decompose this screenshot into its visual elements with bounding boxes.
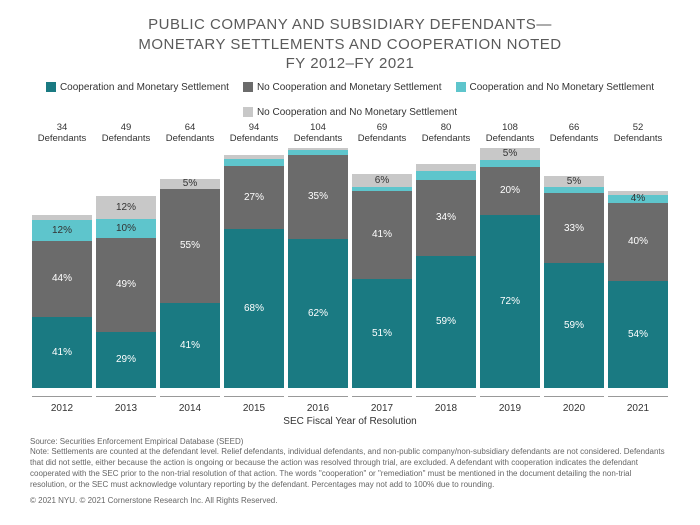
bar-segment: 62%: [288, 239, 348, 388]
bar-segment: 27%: [224, 166, 284, 229]
bar-segment: 51%: [352, 279, 412, 388]
bar-group: 64Defendants 41%55%5% 2014: [160, 121, 220, 414]
copyright: © 2021 NYU. © 2021 Cornerstone Research …: [30, 496, 670, 505]
bar-count-label: 94Defendants: [230, 121, 279, 145]
bar-count-label: 34Defendants: [38, 121, 87, 145]
x-tick-label: 2020: [544, 396, 604, 414]
bar-segment: 10%: [96, 219, 156, 238]
bar-group: 34Defendants 41%44%12% 2012: [32, 121, 92, 414]
bar-segment: 59%: [544, 263, 604, 388]
x-tick-label: 2018: [416, 396, 476, 414]
bar-segment: 12%: [32, 220, 92, 241]
bar-group: 52Defendants 54%40%4% 2021: [608, 121, 668, 414]
bar-segment: 72%: [480, 215, 540, 388]
bar-segment: 49%: [96, 238, 156, 332]
bar-segment: [416, 164, 476, 171]
bar-count-label: 64Defendants: [166, 121, 215, 145]
stacked-bar: 59%34%: [416, 148, 476, 388]
bar-group: 108Defendants 72%20% 5% 2019: [480, 121, 540, 414]
bar-segment: 34%: [416, 180, 476, 256]
bar-segment: 44%: [32, 241, 92, 317]
legend-item: Cooperation and Monetary Settlement: [46, 82, 229, 93]
stacked-bar: 72%20% 5%: [480, 148, 540, 388]
x-tick-label: 2014: [160, 396, 220, 414]
bar-group: 49Defendants 29%49%10%12% 2013: [96, 121, 156, 414]
source-note: Source: Securities Enforcement Empirical…: [30, 437, 670, 491]
bar-segment: 33%: [544, 193, 604, 263]
legend-item: No Cooperation and No Monetary Settlemen…: [243, 107, 457, 118]
bar-count-label: 69Defendants: [358, 121, 407, 145]
bar-count-label: 80Defendants: [422, 121, 471, 145]
bar-count-label: 49Defendants: [102, 121, 151, 145]
stacked-bar: 62%35%: [288, 148, 348, 388]
bar-group: 80Defendants 59%34% 2018: [416, 121, 476, 414]
bar-group: 104Defendants 62%35% 2016: [288, 121, 348, 414]
legend-swatch: [456, 82, 466, 92]
stacked-bar-chart: 34Defendants41%44%12%201249Defendants29%…: [30, 124, 670, 414]
bar-group: 94Defendants 68%27% 2015: [224, 121, 284, 414]
bar-segment: 35%: [288, 155, 348, 239]
legend-label: No Cooperation and No Monetary Settlemen…: [257, 107, 457, 118]
bar-segment: 29%: [96, 332, 156, 388]
stacked-bar: 51%41% 6%: [352, 148, 412, 388]
bar-segment: 41%: [352, 191, 412, 279]
bar-segment: 41%: [160, 303, 220, 388]
chart-title: PUBLIC COMPANY AND SUBSIDIARY DEFENDANTS…: [30, 15, 670, 74]
bar-segment: [224, 159, 284, 166]
x-tick-label: 2017: [352, 396, 412, 414]
legend-item: No Cooperation and Monetary Settlement: [243, 82, 442, 93]
bar-count-label: 104Defendants: [294, 121, 343, 145]
bar-group: 69Defendants 51%41% 6% 2017: [352, 121, 412, 414]
legend-item: Cooperation and No Monetary Settlement: [456, 82, 655, 93]
bar-segment: 55%: [160, 189, 220, 303]
legend-swatch: [243, 107, 253, 117]
stacked-bar: 41%44%12%: [32, 148, 92, 388]
bar-segment: 41%: [32, 317, 92, 388]
bar-segment: 5%: [480, 148, 540, 160]
stacked-bar: 59%33% 5%: [544, 148, 604, 388]
bar-count-label: 108Defendants: [486, 121, 535, 145]
bar-segment: [416, 171, 476, 180]
stacked-bar: 68%27%: [224, 148, 284, 388]
bar-count-label: 66Defendants: [550, 121, 599, 145]
x-tick-label: 2015: [224, 396, 284, 414]
bar-segment: 4%: [608, 195, 668, 203]
legend-swatch: [243, 82, 253, 92]
legend: Cooperation and Monetary Settlement No Co…: [30, 82, 670, 118]
bar-segment: 5%: [544, 176, 604, 187]
bar-segment: 40%: [608, 203, 668, 282]
bar-segment: 20%: [480, 167, 540, 215]
legend-swatch: [46, 82, 56, 92]
stacked-bar: 29%49%10%12%: [96, 148, 156, 388]
stacked-bar: 41%55%5%: [160, 148, 220, 388]
bar-group: 66Defendants 59%33% 5% 2020: [544, 121, 604, 414]
bar-segment: 54%: [608, 281, 668, 387]
stacked-bar: 54%40%4%: [608, 148, 668, 388]
bar-segment: [480, 160, 540, 167]
x-tick-label: 2016: [288, 396, 348, 414]
x-tick-label: 2019: [480, 396, 540, 414]
x-axis-title: SEC Fiscal Year of Resolution: [30, 416, 670, 427]
legend-label: Cooperation and No Monetary Settlement: [470, 82, 655, 93]
bar-segment: 59%: [416, 256, 476, 388]
legend-label: Cooperation and Monetary Settlement: [60, 82, 229, 93]
x-tick-label: 2021: [608, 396, 668, 414]
legend-label: No Cooperation and Monetary Settlement: [257, 82, 442, 93]
bar-segment: 5%: [160, 179, 220, 189]
bar-segment: 68%: [224, 229, 284, 387]
bar-count-label: 52Defendants: [614, 121, 663, 145]
bar-segment: 12%: [96, 196, 156, 219]
bar-segment: 6%: [352, 174, 412, 187]
x-tick-label: 2012: [32, 396, 92, 414]
x-tick-label: 2013: [96, 396, 156, 414]
